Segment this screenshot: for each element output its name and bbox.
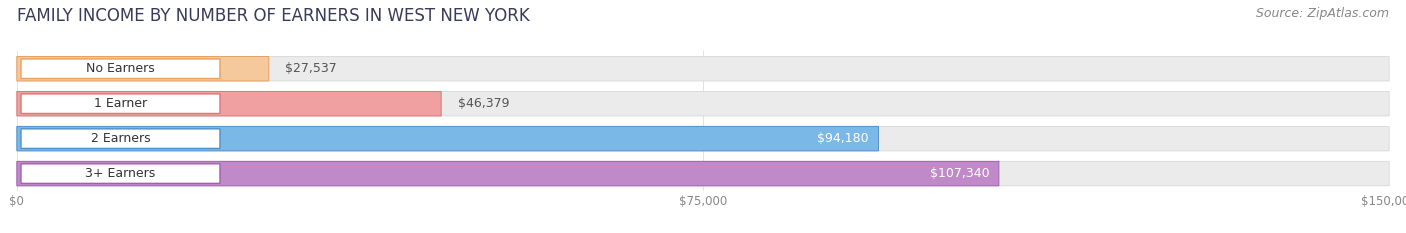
Text: $46,379: $46,379 — [457, 97, 509, 110]
FancyBboxPatch shape — [21, 59, 219, 79]
Text: FAMILY INCOME BY NUMBER OF EARNERS IN WEST NEW YORK: FAMILY INCOME BY NUMBER OF EARNERS IN WE… — [17, 7, 530, 25]
FancyBboxPatch shape — [21, 164, 219, 183]
FancyBboxPatch shape — [17, 92, 441, 116]
Text: 3+ Earners: 3+ Earners — [86, 167, 156, 180]
FancyBboxPatch shape — [17, 161, 998, 186]
FancyBboxPatch shape — [21, 94, 219, 113]
Text: $107,340: $107,340 — [929, 167, 990, 180]
FancyBboxPatch shape — [17, 56, 1389, 81]
FancyBboxPatch shape — [17, 127, 1389, 151]
FancyBboxPatch shape — [17, 127, 879, 151]
Text: 1 Earner: 1 Earner — [94, 97, 148, 110]
Text: Source: ZipAtlas.com: Source: ZipAtlas.com — [1256, 7, 1389, 20]
Text: $27,537: $27,537 — [285, 62, 337, 75]
Text: $94,180: $94,180 — [817, 132, 869, 145]
FancyBboxPatch shape — [17, 56, 269, 81]
FancyBboxPatch shape — [17, 161, 1389, 186]
FancyBboxPatch shape — [21, 129, 219, 148]
Text: 2 Earners: 2 Earners — [90, 132, 150, 145]
Text: No Earners: No Earners — [86, 62, 155, 75]
FancyBboxPatch shape — [17, 92, 1389, 116]
